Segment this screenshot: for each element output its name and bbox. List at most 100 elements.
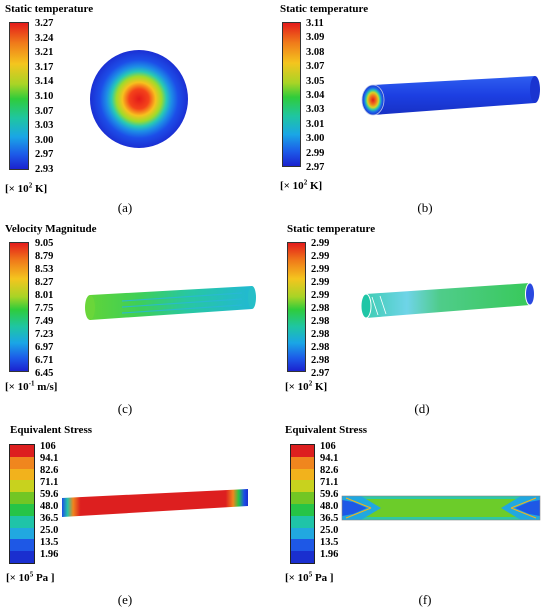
tick-label: 3.05 [306,75,325,87]
panel-d-unit: [× 102 K] [285,379,328,393]
tick-label: 3.14 [35,76,54,88]
panel-f-caption: (f) [418,592,432,607]
tick-label: 9.05 [35,238,54,249]
tick-label: 106 [320,441,336,452]
panel-a-title: Static temperature [5,3,94,15]
panel-b-pipe-model [361,76,540,116]
panel-d-pipe-model [360,282,535,319]
tick-label: 36.5 [40,513,59,524]
tick-label: 3.08 [306,46,325,58]
tick-label: 8.79 [35,251,54,262]
panel-b-title: Static temperature [280,3,369,15]
panel-e-pipe-model [62,489,248,517]
panel-f-unit: [× 105 Pa ] [285,570,334,584]
tick-label: 7.75 [35,303,54,314]
tick-label: 2.99 [311,238,330,249]
panel-f-ticks: 106 94.1 82.6 71.1 59.6 48.0 36.5 25.0 1… [320,441,360,571]
tick-label: 2.99 [311,290,330,301]
panel-d-caption: (d) [414,401,430,416]
tick-label: 3.09 [306,32,325,44]
tick-label: 3.10 [35,91,54,102]
tick-label: 59.6 [40,489,59,500]
tick-label: 1.96 [320,549,339,560]
tick-label: 71.1 [320,477,339,488]
panel-d-ticks: 2.99 2.99 2.99 2.99 2.99 2.98 2.98 2.98 … [311,238,351,384]
panel-b-colorbar [282,22,301,167]
panel-e-caption: (e) [117,592,133,607]
tick-label: 3.03 [35,120,54,132]
panel-c-colorbar [9,242,29,372]
panel-b-ticks: 3.11 3.09 3.08 3.07 3.05 3.04 3.03 3.01 … [306,18,346,179]
panel-a: Static temperature 3.27 3.24 3.21 3.17 3… [0,0,275,215]
tick-label: 3.07 [35,105,54,117]
panel-c-pipe-model [85,286,256,320]
tick-label: 1.96 [40,549,59,560]
tick-label: 71.1 [40,477,59,488]
tick-label: 8.27 [35,277,54,288]
tick-label: 3.01 [306,118,325,130]
panel-e-colorbar [9,444,35,564]
panel-f-pipe-section [341,495,541,521]
tick-label: 6.45 [35,368,54,379]
tick-label: 6.97 [35,342,54,353]
tick-label: 106 [40,441,56,452]
tick-label: 82.6 [40,465,59,476]
tick-label: 3.21 [35,47,54,59]
tick-label: 59.6 [320,489,339,500]
tick-label: 2.99 [311,264,330,275]
panel-a-unit: [× 102 K] [5,181,48,195]
panel-f-colorbar [290,444,315,564]
tick-label: 8.01 [35,290,54,301]
tick-label: 7.23 [35,329,54,340]
tick-label: 2.99 [311,277,330,288]
panel-a-colorbar [9,22,29,170]
panel-f-title: Equivalent Stress [285,424,368,436]
tick-label: 2.99 [306,147,325,159]
panel-f: Equivalent Stress 106 94.1 82.6 71.1 59.… [275,420,550,613]
tick-label: 2.98 [311,329,330,340]
tick-label: 3.07 [306,61,325,73]
tick-label: 2.98 [311,316,330,327]
tick-label: 25.0 [320,525,339,536]
tick-label: 48.0 [40,501,59,512]
panel-d-colorbar [287,242,306,372]
tick-label: 3.17 [35,61,54,73]
tick-label: 2.97 [306,162,325,173]
panel-b: Static temperature 3.11 3.09 3.08 3.07 3… [275,0,550,215]
tick-label: 36.5 [320,513,339,524]
panel-a-caption: (a) [117,200,133,215]
tick-label: 3.24 [35,32,54,44]
tick-label: 13.5 [320,537,339,548]
tick-label: 2.98 [311,355,330,366]
tick-label: 3.00 [35,134,54,146]
tick-label: 13.5 [40,537,59,548]
tick-label: 2.97 [311,368,330,379]
panel-d: Static temperature 2.99 2.99 2.99 2.99 2… [275,215,550,420]
tick-label: 3.11 [306,18,324,29]
tick-label: 48.0 [320,501,339,512]
panel-e: Equivalent Stress 106 94.1 82.6 71.1 59.… [0,420,275,613]
panel-e-title: Equivalent Stress [10,424,93,436]
panel-c-title: Velocity Magnitude [5,223,97,235]
tick-label: 25.0 [40,525,59,536]
tick-label: 2.93 [35,164,54,175]
tick-label: 82.6 [320,465,339,476]
tick-label: 2.98 [311,303,330,314]
panel-c-caption: (c) [117,401,133,416]
tick-label: 6.71 [35,355,54,366]
tick-label: 7.49 [35,316,54,327]
tick-label: 8.53 [35,264,54,275]
panel-c-ticks: 9.05 8.79 8.53 8.27 8.01 7.75 7.49 7.23 … [35,238,75,384]
panel-c: Velocity Magnitude 9.05 8.79 8.53 8.27 8… [0,215,275,420]
tick-label: 3.00 [306,133,325,145]
tick-label: 2.97 [35,149,54,161]
tick-label: 3.27 [35,18,54,29]
tick-label: 3.03 [306,104,325,116]
tick-label: 2.98 [311,342,330,353]
tick-label: 94.1 [40,453,59,464]
panel-c-unit: [× 10-1 m/s] [5,379,58,393]
panel-e-unit: [× 105 Pa ] [6,570,55,584]
tick-label: 94.1 [320,453,339,464]
tick-label: 2.99 [311,251,330,262]
tick-label: 3.04 [306,90,325,101]
